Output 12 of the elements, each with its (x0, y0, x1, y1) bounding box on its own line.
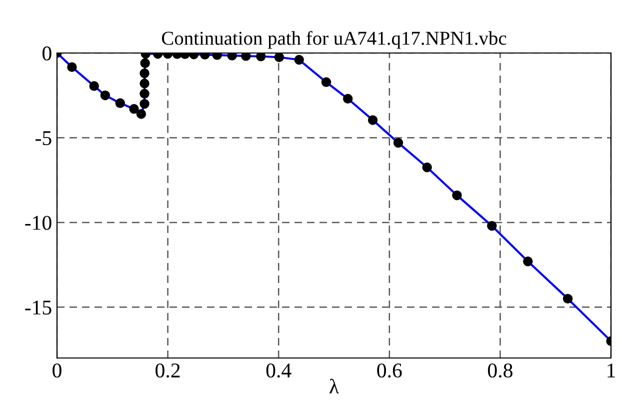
y-tick-label: -10 (25, 216, 52, 230)
x-tick-label: 0.4 (266, 363, 292, 378)
y-tick-label: 0 (42, 46, 52, 60)
x-tick-label: 0 (52, 363, 62, 378)
x-tick-label: 0.6 (377, 363, 402, 378)
x-axis-title: λ (330, 378, 339, 394)
chart-title: Continuation path for uA741.q17.NPN1.vbc (162, 30, 506, 49)
x-tick-label: 0.8 (488, 363, 512, 378)
y-tick-label: -15 (25, 300, 52, 315)
x-tick-label: 1 (608, 364, 615, 378)
x-tick-label: 0.2 (156, 363, 180, 378)
y-tick-label: -5 (36, 131, 52, 146)
